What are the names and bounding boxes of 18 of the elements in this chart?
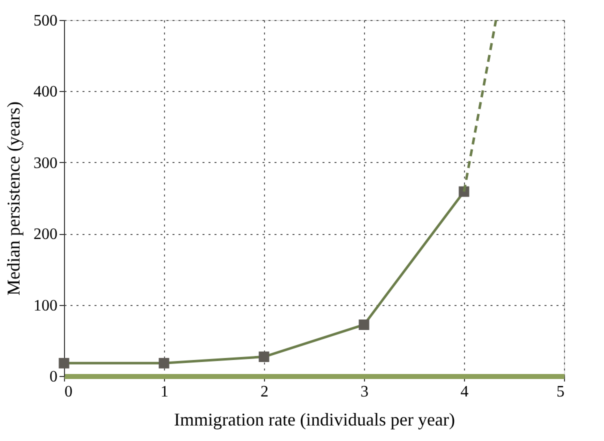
point — [258, 352, 270, 362]
x-tick-label: 1 — [160, 384, 168, 400]
y-tick-label: 0 — [50, 368, 58, 386]
point — [358, 319, 370, 330]
y-tick-label: 200 — [34, 226, 58, 244]
x-tick-label: 3 — [360, 384, 368, 400]
y-tick-label: 400 — [34, 84, 58, 101]
y-tick-label: 500 — [34, 12, 58, 30]
y-axis-title: Median persistence (years) — [4, 102, 24, 296]
point — [158, 358, 170, 368]
y-tick-label: 100 — [34, 297, 58, 314]
y-tick-label: 300 — [34, 154, 58, 172]
x-tick-label: 0 — [64, 384, 72, 400]
x-tick-label: 5 — [556, 384, 564, 400]
x-tick-label: 4 — [460, 384, 468, 400]
x-axis-title: Immigration rate (individuals per year) — [174, 410, 455, 430]
x-tick-label: 2 — [260, 384, 268, 400]
point — [58, 358, 70, 368]
